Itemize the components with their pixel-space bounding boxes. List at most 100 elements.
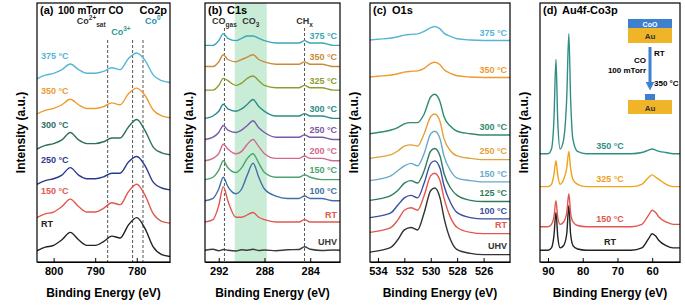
x-tick-mark xyxy=(264,258,265,262)
spectrum-line xyxy=(37,120,170,155)
spectrum-line xyxy=(540,205,680,250)
series-label: UHV xyxy=(318,237,337,247)
x-tick-label: 780 xyxy=(128,265,146,277)
panel: 800790780Binding Energy (eV)Intensity (a… xyxy=(14,3,171,300)
plot-area xyxy=(540,34,680,251)
spectrum-line xyxy=(205,76,340,90)
spectrum-line xyxy=(370,62,510,77)
peak-label-sub: sat xyxy=(96,21,106,28)
x-tick-mark xyxy=(54,258,55,262)
x-tick: 526 xyxy=(475,258,493,277)
inset-label: 350 °C xyxy=(654,79,679,88)
x-tick-mark xyxy=(617,258,618,262)
x-tick: 284 xyxy=(302,258,321,277)
spectrum-line xyxy=(205,247,340,251)
x-tick: 288 xyxy=(256,258,274,277)
x-tick-label: 90 xyxy=(542,265,554,277)
peak-label-sup: 0 xyxy=(157,14,161,21)
series-label: 250 °C xyxy=(309,125,337,135)
series-label: 350 °C xyxy=(596,141,624,151)
series-label: 300 °C xyxy=(309,104,337,114)
region-label: Au4f-Co3p xyxy=(562,4,618,16)
spectrum-line xyxy=(370,188,510,255)
y-axis-title: Intensity (a.u.) xyxy=(517,92,531,173)
series-label: 250 °C xyxy=(479,146,507,156)
inset: CoOAuRTCO100 mTorr350 °CAu xyxy=(608,19,679,114)
x-axis-line xyxy=(371,262,511,263)
series-label: 100 °C xyxy=(479,206,507,216)
inset-label: CO xyxy=(634,56,646,65)
x-tick-label: 532 xyxy=(396,265,414,277)
figure-svg: 800790780Binding Energy (eV)Intensity (a… xyxy=(0,0,685,305)
x-tick: 80 xyxy=(577,258,589,277)
panel: 534532530528526Binding Energy (eV)Intens… xyxy=(347,3,511,300)
series-label: UHV xyxy=(488,241,507,251)
inset-label: CoO xyxy=(643,21,658,28)
series-label: 150 °C xyxy=(596,214,624,224)
plot-area xyxy=(370,26,510,254)
peak-label-text: Co xyxy=(145,16,157,26)
inset-label: 100 mTorr xyxy=(608,66,646,75)
peak-label-sup: 3+ xyxy=(123,25,131,32)
x-tick: 292 xyxy=(210,258,228,277)
x-tick: 60 xyxy=(647,258,659,277)
x-tick: 800 xyxy=(45,258,63,277)
series-label: 150 °C xyxy=(41,186,69,196)
peak-label-text: CH xyxy=(296,16,309,26)
plot-frame xyxy=(205,3,340,262)
x-tick: 70 xyxy=(612,258,624,277)
x-tick-mark xyxy=(137,258,138,262)
plot-area xyxy=(37,40,170,262)
series-label: 350 °C xyxy=(309,52,337,62)
series-label: RT xyxy=(604,237,616,247)
x-tick-mark xyxy=(548,258,549,262)
y-axis-title: Intensity (a.u.) xyxy=(347,92,361,173)
spectrum-line xyxy=(370,26,510,40)
peak-label: Co3+ xyxy=(111,25,131,37)
series-label: 325 °C xyxy=(596,174,624,184)
peak-label: COgas xyxy=(212,16,237,29)
peak-label: CO3 xyxy=(242,16,259,28)
spectrum-line xyxy=(370,131,510,182)
x-tick-label: 288 xyxy=(256,265,274,277)
series-label: RT xyxy=(41,219,53,229)
x-tick-mark xyxy=(652,258,653,262)
peak-label-sub: gas xyxy=(226,21,238,29)
spectrum-line xyxy=(37,218,170,257)
x-tick-mark xyxy=(484,258,485,262)
series-label: 375 °C xyxy=(41,51,69,61)
series-label: 375 °C xyxy=(309,31,337,41)
x-tick-label: 292 xyxy=(210,265,228,277)
peak-label-sub: x xyxy=(309,21,313,28)
series-label: RT xyxy=(325,210,337,220)
x-tick-mark xyxy=(431,258,432,262)
inset-arrow xyxy=(649,47,652,86)
spectrum-line xyxy=(205,121,340,140)
series-label: 200 °C xyxy=(309,146,337,156)
x-tick-mark xyxy=(310,258,311,262)
panel-title: (a) xyxy=(40,4,54,16)
peak-label-text: Co xyxy=(111,27,123,37)
series-label: 300 °C xyxy=(41,120,69,130)
reference-line xyxy=(304,28,305,262)
plot-area xyxy=(205,3,340,262)
inset-substrate xyxy=(628,100,672,114)
x-tick: 528 xyxy=(448,258,466,277)
x-axis-line xyxy=(38,262,171,263)
y-axis-title: Intensity (a.u.) xyxy=(182,92,196,173)
peak-label: Co0 xyxy=(145,14,161,26)
series-label: 325 °C xyxy=(309,76,337,86)
region-label: Co2p xyxy=(140,4,168,16)
x-axis-title: Binding Energy (eV) xyxy=(553,286,668,300)
peak-label-text: CO xyxy=(242,16,256,26)
x-tick-label: 800 xyxy=(45,265,63,277)
region-band xyxy=(235,3,267,262)
x-axis-title: Binding Energy (eV) xyxy=(215,286,330,300)
x-tick-mark xyxy=(457,258,458,262)
plot-frame xyxy=(370,3,510,262)
panel: 292 288 284 Binding Energy (eV) Intensity (a… xyxy=(182,3,341,300)
peak-label-sub: 3 xyxy=(256,21,260,28)
reference-line xyxy=(132,40,133,262)
x-tick-mark xyxy=(583,258,584,262)
spectrum-line xyxy=(540,34,680,154)
